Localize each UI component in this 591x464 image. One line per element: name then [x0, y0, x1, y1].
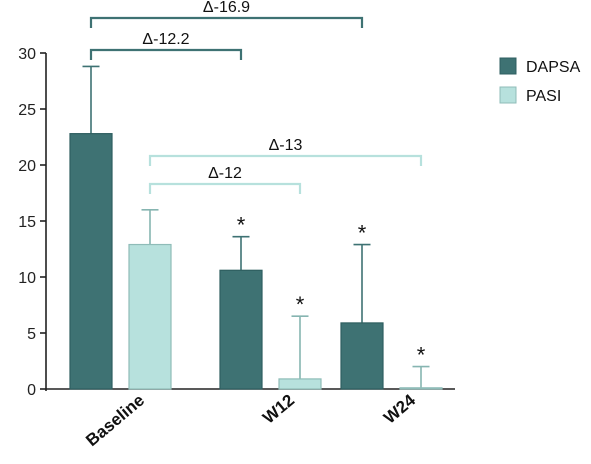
legend-label-dapsa: DAPSA [526, 59, 581, 76]
y-tick-label: 0 [27, 382, 36, 399]
significance-star: * [358, 221, 367, 246]
comparison-bracket [89, 48, 243, 60]
legend-swatch-dapsa [499, 57, 517, 75]
legend-swatch-pasi [499, 86, 517, 104]
y-tick-label: 25 [18, 102, 36, 119]
bracket-label: Δ-16.9 [203, 0, 250, 16]
significance-star: * [417, 343, 426, 368]
y-tick-label: 30 [18, 46, 36, 63]
y-tick-label: 15 [18, 214, 36, 231]
y-tick-label: 20 [18, 158, 36, 175]
significance-star: * [237, 213, 246, 238]
legend-label-pasi: PASI [526, 88, 561, 105]
bracket-label: Δ-12.2 [142, 31, 189, 48]
bar-pasi-baseline [128, 243, 172, 390]
bracket-label: Δ-12 [208, 165, 242, 182]
comparison-bracket [89, 16, 364, 28]
bar-dapsa-baseline [69, 133, 113, 390]
significance-star: * [296, 292, 305, 317]
bar-pasi-w12 [278, 378, 322, 390]
bar-dapsa-w24 [340, 322, 384, 390]
x-tick-label: W24 [380, 390, 419, 427]
bracket-label: Δ-13 [269, 137, 303, 154]
comparison-bracket [148, 182, 302, 194]
x-tick-label: Baseline [82, 391, 148, 451]
bar-pasi-w24 [399, 387, 443, 390]
x-tick-label: W12 [259, 391, 298, 428]
bar-dapsa-w12 [219, 269, 263, 390]
comparison-bracket [148, 154, 423, 166]
y-tick-label: 5 [27, 326, 36, 343]
y-tick-label: 10 [18, 270, 36, 287]
